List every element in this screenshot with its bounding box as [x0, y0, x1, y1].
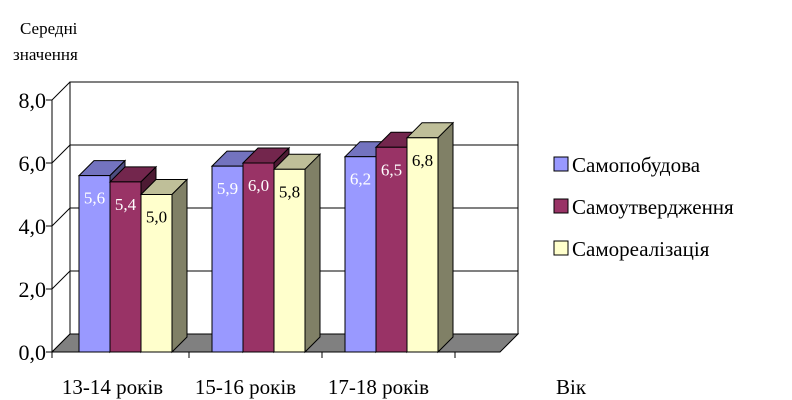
bar: 5,0 [139, 178, 189, 354]
legend-swatch [553, 198, 569, 214]
x-category-label: 13-14 років [62, 375, 163, 399]
bar: 6,8 [405, 121, 455, 354]
data-label: 5,6 [84, 189, 105, 208]
bars: 5,6 5,4 5,0 5,9 6,0 5,8 6,2 6,5 6,8 [77, 121, 455, 354]
data-label: 6,8 [412, 151, 433, 170]
x-category-label: 15-16 років [195, 375, 296, 399]
y-tick-label: 2,0 [19, 277, 47, 302]
gridline-diagonal [51, 207, 71, 227]
gridline-diagonal [51, 270, 71, 290]
legend-swatch [553, 156, 569, 172]
legend-swatch [553, 240, 569, 256]
data-label: 5,0 [146, 208, 167, 227]
data-label: 5,9 [217, 179, 238, 198]
gridline-diagonal [51, 81, 71, 101]
bar-side-face [304, 153, 321, 354]
bar-front-face [109, 181, 142, 353]
bar-front-face [406, 137, 439, 353]
legend: Самопобудова Самоутвердження Самореалізаці… [553, 153, 734, 261]
legend-entry-label: Самореалізація [572, 237, 710, 261]
y-tick-label: 0,0 [19, 340, 47, 365]
y-tick-label: 4,0 [19, 214, 47, 239]
data-label: 5,8 [279, 182, 300, 201]
y-tick-labels: 0,0 2,0 4,0 6,0 8,0 [19, 88, 47, 365]
bar-side-face [437, 121, 454, 354]
bar-side-face [171, 178, 188, 354]
data-label: 6,5 [381, 160, 402, 179]
legend-entry-label: Самоутвердження [572, 195, 734, 219]
bar-front-face [273, 168, 306, 353]
x-axis-title: Вік [556, 375, 587, 399]
x-category-label: 17-18 років [328, 375, 429, 399]
bar-front-face [211, 165, 244, 353]
gridline-diagonal [51, 144, 71, 164]
y-tick-label: 8,0 [19, 88, 47, 113]
bar-front-face [242, 162, 275, 353]
bar: 5,8 [272, 153, 322, 354]
bar-front-face [140, 194, 173, 353]
y-axis-title-line-2: значення [13, 45, 78, 64]
legend-entry-label: Самопобудова [572, 153, 701, 177]
data-label: 6,0 [248, 176, 269, 195]
bar-front-face [78, 175, 111, 353]
data-label: 5,4 [115, 195, 137, 214]
x-category-labels: 13-14 років 15-16 років 17-18 років [62, 375, 429, 399]
y-axis-title-line-1: Середні [20, 19, 78, 38]
data-label: 6,2 [350, 170, 371, 189]
bar-front-face [375, 146, 408, 353]
y-tick-label: 6,0 [19, 151, 47, 176]
